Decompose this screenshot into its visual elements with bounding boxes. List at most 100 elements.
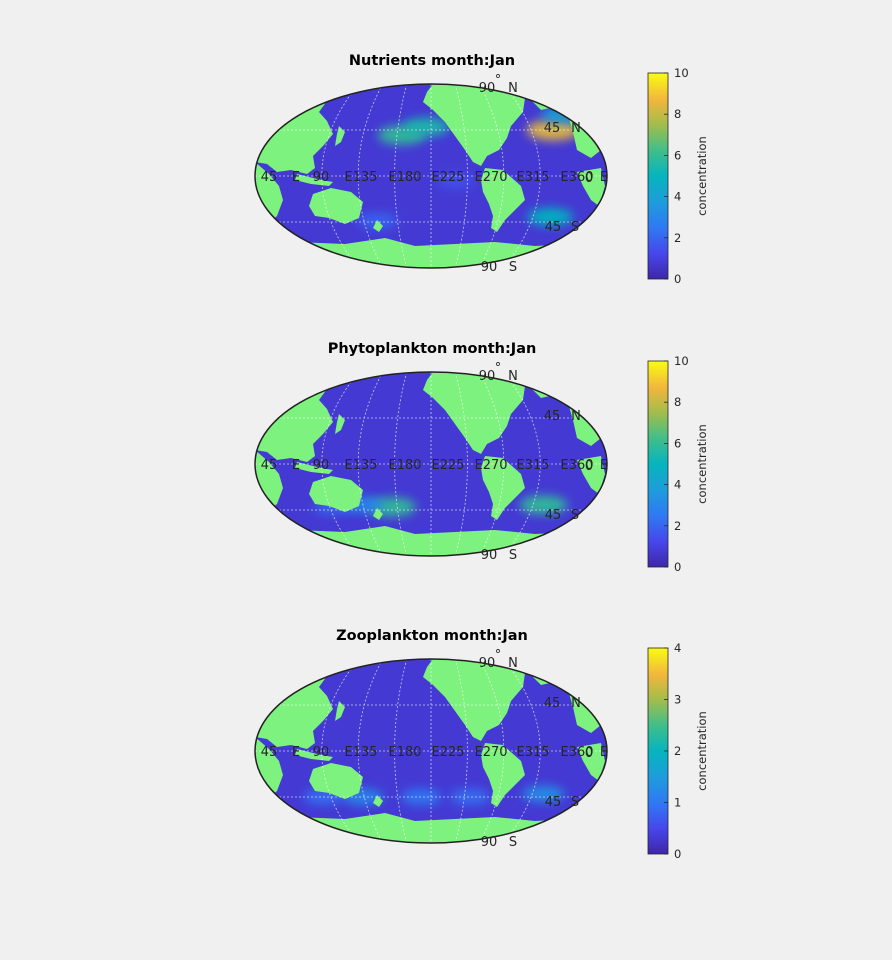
- longitude-label: E135: [344, 170, 377, 185]
- colorbar-tick-label: 10: [674, 354, 689, 368]
- latitude-label: 45: [545, 220, 562, 235]
- graticule: [255, 372, 607, 556]
- zooplankton-colorbar: 0 1 2 3 4 concentration: [647, 641, 709, 861]
- colorbar-tick-label: 4: [674, 190, 681, 204]
- colorbar-tick-label: 10: [674, 66, 689, 80]
- latitude-label: 90: [481, 260, 498, 275]
- colorbar-tick-label: 2: [674, 231, 681, 245]
- longitude-label: E315: [516, 170, 549, 185]
- longitude-label: E270: [474, 745, 507, 760]
- longitude-label: 45: [261, 458, 278, 473]
- concentration-feature: [527, 207, 574, 226]
- concentration-feature: [449, 789, 491, 805]
- phytoplankton-map: 45 E 90 E135 E180 E225 E270 E315 E360 E90°N45 N045…: [254, 361, 608, 563]
- map-frame: [254, 371, 608, 557]
- latitude-label: 90: [479, 81, 496, 96]
- nutrients-title: Nutrients month:Jan: [349, 53, 515, 69]
- longitude-label: E180: [388, 170, 421, 185]
- colorbar-tick-label: 3: [674, 693, 681, 707]
- colorbar-label: concentration: [695, 711, 709, 791]
- nutrients-colorbar: 0 2 4 6 8 10 concentration: [647, 66, 709, 286]
- concentration-feature: [402, 117, 450, 137]
- latitude-label: 90: [479, 656, 496, 671]
- latitude-label: N: [571, 696, 581, 711]
- latitude-label: 90: [481, 548, 498, 563]
- colorbar-tick-label: 8: [674, 395, 681, 409]
- colorbar-tick-label: 4: [674, 478, 681, 492]
- longitude-label: E270: [474, 458, 507, 473]
- longitude-label: E360: [560, 458, 593, 473]
- latitude-label: 45: [544, 409, 561, 424]
- colorbar-label: concentration: [695, 136, 709, 216]
- latitude-label: S: [571, 508, 579, 523]
- latitude-label: 0: [585, 171, 593, 186]
- longitude-label: E360: [560, 170, 593, 185]
- concentration-feature: [522, 785, 565, 803]
- latitude-label: S: [509, 835, 517, 850]
- phytoplankton-title: Phytoplankton month:Jan: [328, 341, 537, 357]
- colorbar-tick-label: 0: [674, 847, 681, 861]
- longitude-label: E: [600, 170, 608, 185]
- longitude-label: E: [292, 458, 300, 473]
- longitude-label: E360: [560, 745, 593, 760]
- latitude-label: °: [495, 73, 502, 88]
- latitude-label: S: [571, 220, 579, 235]
- colorbar-gradient: [647, 360, 669, 568]
- latitude-label: 0: [585, 746, 593, 761]
- concentration-feature: [400, 789, 442, 805]
- latitude-label: N: [508, 81, 518, 96]
- latitude-label: 90: [479, 369, 496, 384]
- colorbar-tick-label: 6: [674, 148, 681, 162]
- phytoplankton-panel: Phytoplankton month:Jan 45 E 90 E135 E180 E22…: [254, 341, 608, 563]
- longitude-label: E: [292, 170, 300, 185]
- longitude-label: E: [600, 745, 608, 760]
- longitude-label: E135: [344, 745, 377, 760]
- longitude-label: E180: [388, 458, 421, 473]
- map-frame: [254, 658, 608, 844]
- longitude-label: E225: [431, 458, 464, 473]
- latitude-label: N: [508, 656, 518, 671]
- longitude-label: E180: [388, 745, 421, 760]
- longitude-label: 90: [313, 458, 330, 473]
- map-frame: [254, 83, 608, 269]
- colorbar-tick-label: 0: [674, 560, 681, 574]
- colorbar-tick-label: 2: [674, 744, 681, 758]
- longitude-label: E: [600, 458, 608, 473]
- latitude-label: N: [571, 121, 581, 136]
- longitude-label: E270: [474, 170, 507, 185]
- colorbar-tick-label: 4: [674, 641, 681, 655]
- colorbar-tick-label: 6: [674, 436, 681, 450]
- zooplankton-map: 45 E 90 E135 E180 E225 E270 E315 E360 E90°N45 N045…: [254, 648, 608, 850]
- zooplankton-panel: Zooplankton month:Jan 45 E 90 E135 E180 E225 E…: [254, 628, 608, 850]
- latitude-label: S: [509, 548, 517, 563]
- concentration-feature: [526, 119, 580, 141]
- latitude-label: 45: [545, 795, 562, 810]
- graticule: [255, 84, 607, 268]
- latitude-label: 45: [545, 508, 562, 523]
- longitude-label: 45: [261, 745, 278, 760]
- concentration-feature: [519, 495, 568, 515]
- latitude-label: 90: [481, 835, 498, 850]
- colorbar-tick-label: 2: [674, 519, 681, 533]
- latitude-label: 0: [585, 459, 593, 474]
- longitude-label: E315: [516, 745, 549, 760]
- longitude-label: 90: [313, 745, 330, 760]
- colorbar-gradient: [647, 72, 669, 280]
- colorbar-label: concentration: [695, 424, 709, 504]
- latitude-label: 45: [544, 121, 561, 136]
- nutrients-map: 45 E 90 E135 E180 E225 E270 E315 E360 E90°N45 N045…: [254, 73, 608, 275]
- colorbar-tick-label: 1: [674, 796, 681, 810]
- concentration-feature: [435, 173, 475, 189]
- latitude-label: °: [495, 361, 502, 376]
- longitude-label: E315: [516, 458, 549, 473]
- longitude-label: E: [292, 745, 300, 760]
- latitude-label: N: [571, 409, 581, 424]
- latitude-label: S: [571, 795, 579, 810]
- colorbar-tick-label: 8: [674, 107, 681, 121]
- longitude-label: 45: [261, 170, 278, 185]
- latitude-label: 45: [544, 696, 561, 711]
- zooplankton-title: Zooplankton month:Jan: [336, 628, 528, 644]
- colorbar-tick-label: 0: [674, 272, 681, 286]
- graticule: [255, 659, 607, 843]
